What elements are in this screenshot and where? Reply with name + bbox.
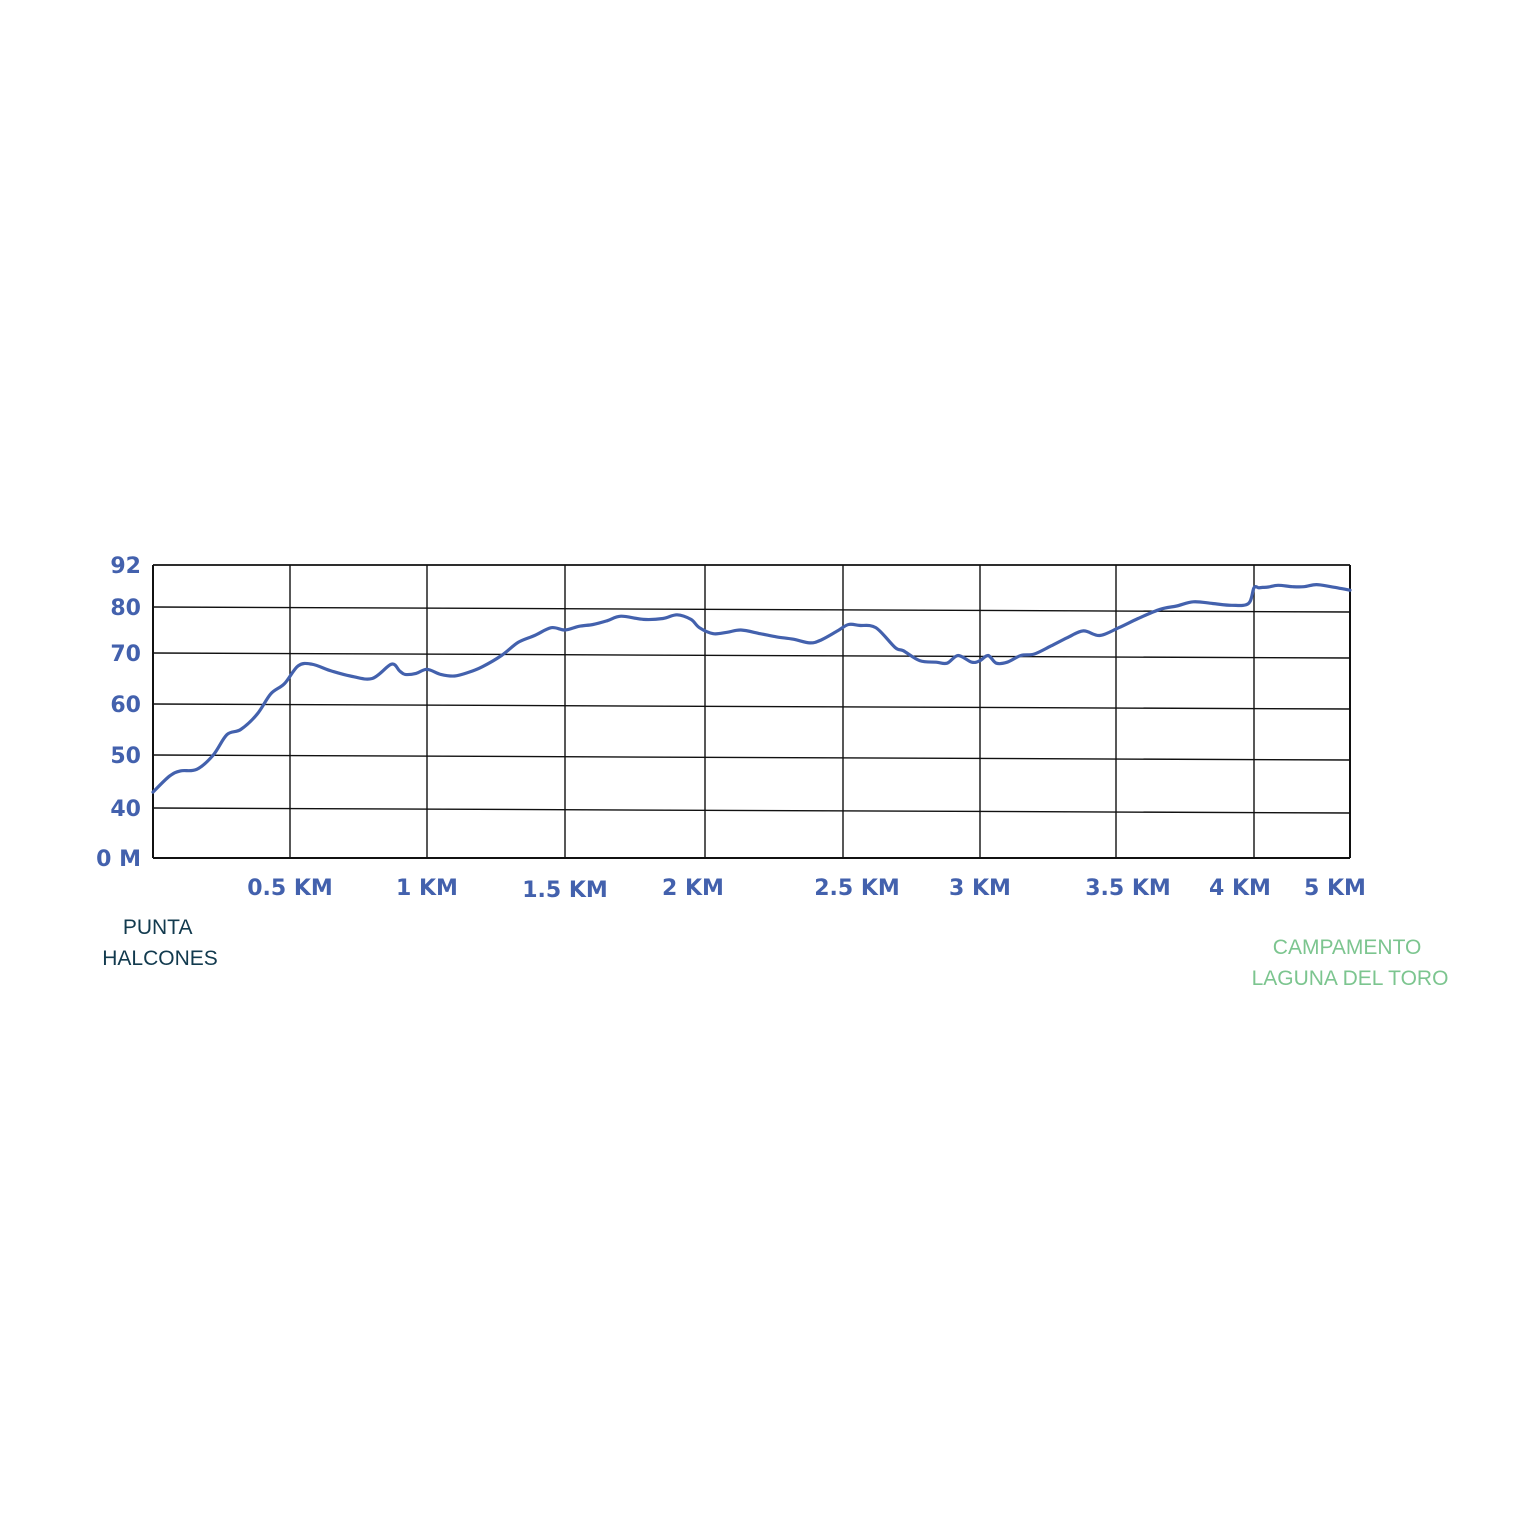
- grid: [152, 564, 1351, 858]
- h-gridline-1: [152, 807, 1351, 814]
- plot-area: [151, 583, 1352, 794]
- x-tick-label-6: 3.5 KM: [1085, 876, 1171, 901]
- x-tick-label-1: 1 KM: [396, 876, 458, 901]
- x-tick-label-2: 1.5 KM: [522, 878, 608, 903]
- y-tick-label-0: 0 M: [96, 847, 141, 872]
- elevation-line-0: [151, 583, 1352, 794]
- h-gridline-4: [152, 652, 1351, 659]
- h-gridline-5: [152, 606, 1351, 613]
- x-tick-label-4: 2.5 KM: [814, 876, 900, 901]
- y-tick-label-1: 40: [110, 797, 141, 822]
- axes: [152, 564, 1351, 859]
- x-tick-label-7: 4 KM: [1209, 876, 1271, 901]
- x-tick-labels: 0.5 KM 1 KM 1.5 KM 2 KM 2.5 KM 3 KM 3.5 KM 4 KM…: [247, 876, 1366, 903]
- x-tick-label-3: 2 KM: [662, 876, 724, 901]
- end-location-label: CAMPAMENTO LAGUNA DEL TORO: [1252, 936, 1449, 990]
- y-tick-labels: 0 M 40 50 60 70 80 92: [96, 554, 141, 872]
- y-tick-label-6: 92: [110, 554, 141, 579]
- end-label-line-1: CAMPAMENTO: [1273, 936, 1422, 959]
- start-label-line-1: PUNTA: [123, 916, 193, 939]
- h-gridline-2: [152, 754, 1351, 761]
- start-label-line-2: HALCONES: [102, 947, 218, 970]
- x-tick-label-0: 0.5 KM: [247, 876, 333, 901]
- y-tick-label-2: 50: [110, 744, 141, 769]
- h-gridline-3: [152, 703, 1351, 710]
- start-location-label: PUNTA HALCONES: [102, 916, 218, 970]
- x-tick-label-5: 3 KM: [949, 876, 1011, 901]
- y-tick-label-4: 70: [110, 642, 141, 667]
- x-tick-label-8: 5 KM: [1304, 876, 1366, 901]
- y-tick-label-5: 80: [110, 596, 141, 621]
- end-label-line-2: LAGUNA DEL TORO: [1252, 967, 1449, 990]
- y-tick-label-3: 60: [110, 693, 141, 718]
